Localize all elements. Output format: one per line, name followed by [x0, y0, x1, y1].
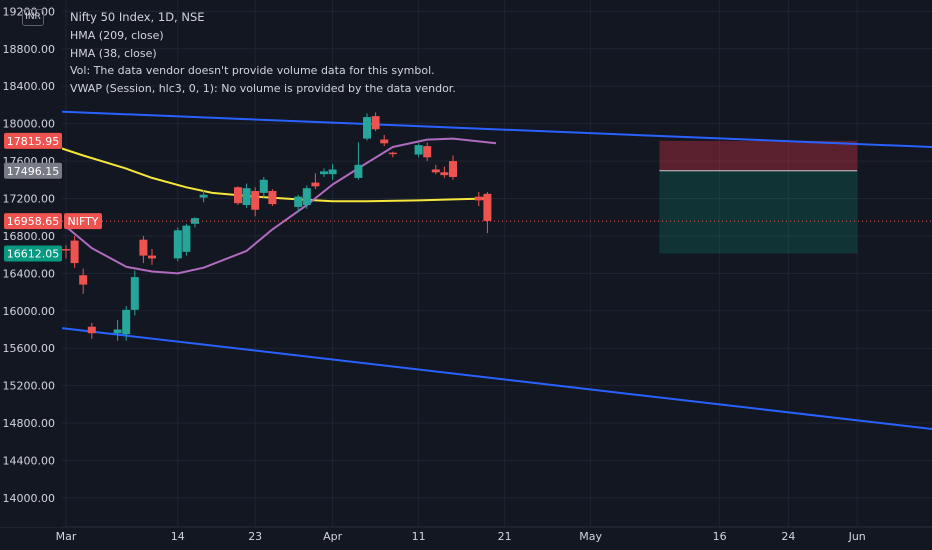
price-axis-bg [0, 0, 62, 527]
y-tick-label: 16400.00 [3, 267, 56, 280]
candle-body[interactable] [380, 139, 389, 144]
x-tick-label: 24 [781, 530, 795, 543]
y-tick-label: 19200.00 [3, 5, 56, 18]
candle-body[interactable] [354, 164, 363, 178]
y-tick-label: 16800.00 [3, 230, 56, 243]
candle-body[interactable] [268, 191, 277, 205]
candle-body[interactable] [62, 249, 70, 251]
price-label-bg[interactable] [4, 245, 62, 262]
candle-body[interactable] [122, 309, 131, 335]
candle-body[interactable] [431, 169, 440, 173]
candle-body[interactable] [259, 179, 268, 193]
hma-209-line[interactable] [65, 137, 497, 275]
y-tick-label: 17200.00 [3, 193, 56, 206]
y-tick-label: 18000.00 [3, 118, 56, 131]
x-tick-label: 14 [171, 530, 185, 543]
y-tick-label: 14000.00 [3, 492, 56, 505]
channel-lower-line[interactable] [57, 326, 932, 435]
candle-body[interactable] [87, 326, 96, 334]
y-tick-label: 18800.00 [3, 43, 56, 56]
y-tick-label: 14400.00 [3, 455, 56, 468]
price-label-text: 16958.65 [7, 215, 60, 228]
candle-body[interactable] [302, 188, 311, 206]
x-tick-label: 11 [412, 530, 426, 543]
candle-body[interactable] [414, 145, 423, 155]
candle-body[interactable] [70, 240, 79, 264]
candle-body[interactable] [449, 161, 457, 177]
currency-badge[interactable]: INR [22, 9, 44, 26]
x-tick-label: 21 [498, 530, 512, 543]
legend-hma-209[interactable]: HMA (209, close) [70, 28, 164, 42]
y-tick-label: 14800.00 [3, 417, 56, 430]
candle-body[interactable] [130, 277, 139, 310]
price-label-text: 17496.15 [7, 165, 60, 178]
candle-body[interactable] [474, 196, 483, 201]
price-label-bg[interactable] [4, 162, 62, 179]
y-tick-label: 15600.00 [3, 342, 56, 355]
symbol-tag-text: NIFTY [67, 215, 98, 228]
x-tick-label: Jun [848, 530, 866, 543]
price-label-bg[interactable] [4, 132, 62, 149]
legend-volume[interactable]: Vol: The data vendor doesn't provide vol… [70, 64, 435, 78]
y-tick-label: 18400.00 [3, 80, 56, 93]
x-tick-label: May [579, 530, 602, 543]
candle-body[interactable] [363, 117, 371, 139]
legend-vwap[interactable]: VWAP (Session, hlc3, 0, 1): No volume is… [70, 82, 456, 96]
candle-body[interactable] [311, 182, 320, 187]
candle-body[interactable] [388, 152, 397, 155]
legend-hma-38[interactable]: HMA (38, close) [70, 46, 157, 60]
candle-body[interactable] [320, 171, 328, 175]
y-tick-label: 16000.00 [3, 305, 56, 318]
legend-title[interactable]: Nifty 50 Index, 1D, NSE [70, 10, 205, 24]
candle-body[interactable] [234, 187, 242, 204]
candle-body[interactable] [182, 225, 191, 252]
x-tick-label: Apr [323, 530, 343, 543]
x-tick-label: 23 [248, 530, 262, 543]
symbol-tag-bg[interactable] [64, 213, 102, 230]
position-stop-zone[interactable] [659, 140, 858, 171]
candle-body[interactable] [79, 275, 88, 285]
candle-body[interactable] [251, 191, 260, 210]
price-label-text: 17815.95 [7, 135, 60, 148]
candle-body[interactable] [328, 169, 337, 175]
candle-body[interactable] [294, 196, 303, 207]
x-tick-label: 16 [713, 530, 727, 543]
position-target-zone[interactable] [659, 170, 858, 254]
candle-body[interactable] [173, 230, 182, 259]
legend: Nifty 50 Index, 1D, NSE HMA (209, close)… [70, 9, 456, 98]
candle-body[interactable] [113, 329, 122, 334]
candle-body[interactable] [148, 255, 156, 259]
y-tick-label: 15200.00 [3, 380, 56, 393]
channel-upper-line[interactable] [57, 110, 932, 149]
price-label-bg[interactable] [4, 213, 62, 230]
price-label-text: 16612.05 [7, 248, 60, 261]
candle-body[interactable] [483, 193, 492, 221]
candle-body[interactable] [440, 172, 449, 176]
candle-body[interactable] [139, 239, 148, 256]
candle-body[interactable] [423, 146, 432, 158]
candle-body[interactable] [199, 194, 208, 198]
x-tick-label: Mar [56, 530, 77, 543]
candle-body[interactable] [371, 116, 380, 130]
candle-body[interactable] [242, 188, 251, 206]
